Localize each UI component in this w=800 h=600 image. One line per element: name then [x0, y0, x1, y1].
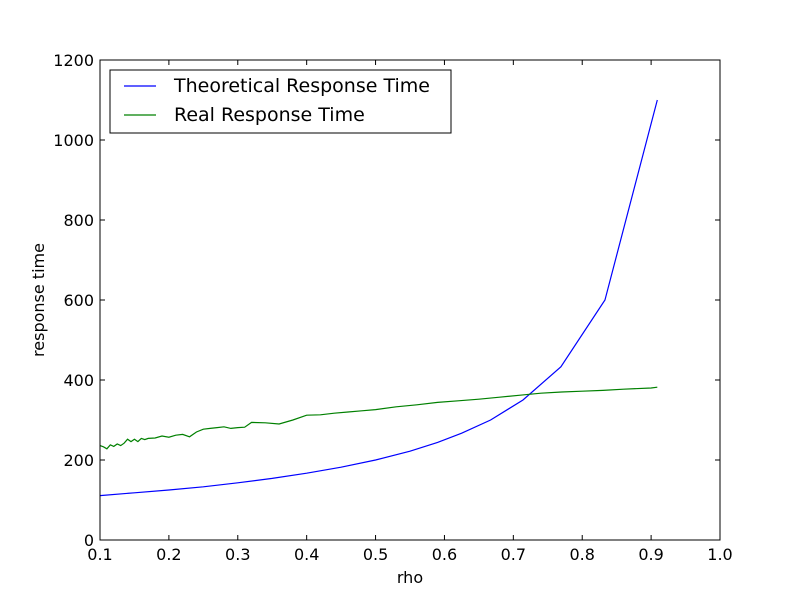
- y-tick-label: 600: [63, 291, 94, 310]
- legend-box: [109, 69, 452, 134]
- x-tick-label: 0.2: [156, 545, 181, 564]
- plot-area: [100, 60, 720, 540]
- x-tick-label: 1.0: [707, 545, 732, 564]
- x-axis-label: rho: [397, 568, 423, 587]
- legend-label-real: Real Response Time: [174, 104, 365, 126]
- legend-label-theoretical: Theoretical Response Time: [173, 75, 430, 97]
- series-line-1: [99, 386, 658, 450]
- x-tick-label: 0.6: [432, 545, 457, 564]
- x-tick-label: 0.1: [87, 545, 112, 564]
- x-tick-label: 0.4: [294, 545, 319, 564]
- y-tick-label: 1200: [53, 51, 94, 70]
- x-tick-label: 0.7: [501, 545, 526, 564]
- y-axis-label: response time: [29, 243, 48, 357]
- legend: Theoretical Response Time Real Response …: [109, 69, 452, 134]
- x-tick-label: 0.5: [363, 545, 388, 564]
- y-tick-label: 0: [84, 531, 94, 550]
- x-tick-label: 0.8: [569, 545, 594, 564]
- y-tick-label: 400: [63, 371, 94, 390]
- y-tick-label: 200: [63, 451, 94, 470]
- x-tick-label: 0.9: [638, 545, 663, 564]
- series-line-0: [99, 99, 658, 497]
- series-layer: [99, 99, 658, 497]
- y-tick-label: 800: [63, 211, 94, 230]
- x-tick-label: 0.3: [225, 545, 250, 564]
- tick-layer: 0.1 0.2 0.3 0.4 0.5 0.6 0.7 0.8 0.9 1.0 0 200 400 600…: [53, 51, 732, 564]
- y-tick-label: 1000: [53, 131, 94, 150]
